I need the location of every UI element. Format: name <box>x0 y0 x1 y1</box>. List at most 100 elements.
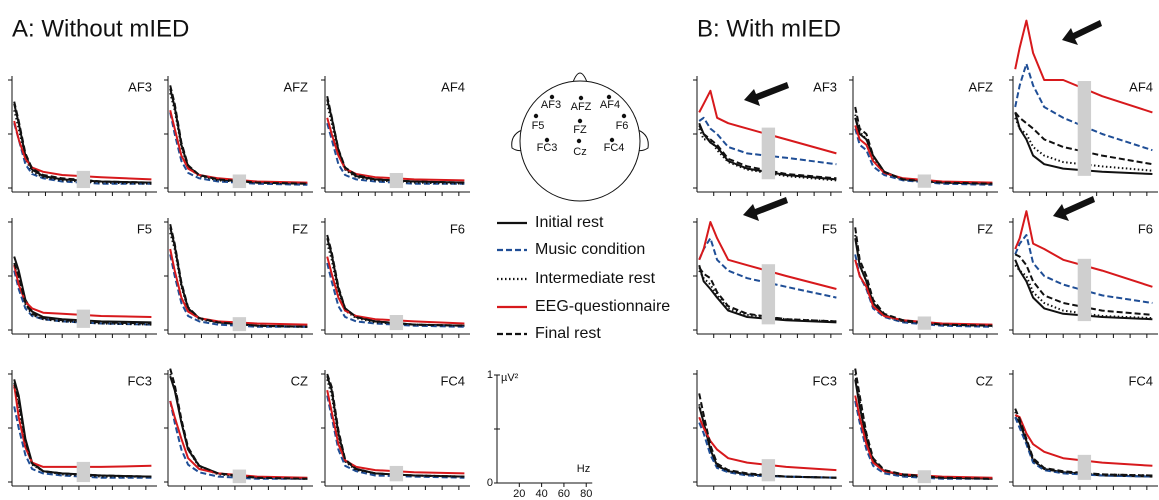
panel-label: AFZ <box>968 79 993 94</box>
electrode <box>578 95 584 101</box>
x-tick-label: 40 <box>535 488 547 500</box>
panel: AFZ <box>164 76 313 196</box>
excluded-band <box>761 264 776 325</box>
electrode-label: AF4 <box>600 99 620 111</box>
spectrum-line <box>169 368 308 480</box>
spectrum-line <box>169 227 308 328</box>
spectrum-line <box>326 117 465 182</box>
spectrum-line <box>169 248 308 326</box>
spectrum-line <box>854 117 993 185</box>
panel-label: F5 <box>137 221 152 236</box>
electrode-label: F6 <box>616 120 629 132</box>
excluded-band <box>917 316 932 330</box>
legend-label: Initial rest <box>535 214 604 231</box>
electrode <box>549 94 555 100</box>
spectrum-line <box>698 221 837 290</box>
panel: FC3 <box>693 370 842 490</box>
electrode-label: Cz <box>573 146 586 158</box>
spectrum-line <box>169 375 308 480</box>
spectrum-line <box>169 109 308 184</box>
y-tick-label: 1 <box>487 369 493 381</box>
spectrum-line <box>854 400 993 480</box>
panel-label: FC4 <box>440 373 465 388</box>
spectrum-line <box>326 373 465 478</box>
panel: CZ <box>849 368 998 490</box>
spectrum-line <box>854 106 993 185</box>
arrow <box>743 197 788 221</box>
electrode-label: AF3 <box>541 99 561 111</box>
spectrum-line <box>698 124 837 180</box>
spectrum-line <box>13 406 152 479</box>
spectrum-line <box>854 125 993 184</box>
spectrum-line <box>326 122 465 185</box>
y-unit: µV² <box>501 372 519 384</box>
legend-label: Music condition <box>535 241 645 258</box>
spectrum-line <box>169 223 308 328</box>
spectrum-line <box>326 395 465 479</box>
spectrum-line <box>854 254 993 328</box>
excluded-band <box>917 174 932 188</box>
spectrum-line <box>13 262 152 325</box>
electrode <box>621 113 627 119</box>
spectrum-line <box>169 232 308 328</box>
spectrum-line <box>854 128 993 186</box>
panel: AF3 <box>8 76 157 196</box>
spectrum-line <box>13 264 152 318</box>
spectrum-line <box>1014 416 1153 478</box>
spectrum-line <box>169 373 308 480</box>
panel-label: FC4 <box>1128 373 1153 388</box>
spectrum-line <box>169 85 308 185</box>
spectrum-line <box>854 238 993 327</box>
spectrum-line <box>1014 234 1153 304</box>
electrode-label: AFZ <box>571 101 592 113</box>
group-title: A: Without mIED <box>12 15 189 42</box>
excluded-band <box>389 465 404 482</box>
panel-label: AF4 <box>441 79 465 94</box>
panel-label: AF3 <box>813 79 837 94</box>
excluded-band <box>761 127 776 180</box>
panel-label: F6 <box>1138 221 1153 236</box>
panel-label: AF4 <box>1129 79 1153 94</box>
spectrum-line <box>169 112 308 186</box>
spectrum-line <box>698 128 837 182</box>
excluded-band <box>389 173 404 189</box>
spectrum-line <box>326 103 465 185</box>
spectrum-line <box>169 400 308 479</box>
group-title: B: With mIED <box>697 15 841 42</box>
panel: F5 <box>693 218 842 338</box>
panel-label: FZ <box>292 221 308 236</box>
head-diagram <box>511 72 649 202</box>
electrode <box>544 137 550 143</box>
x-tick-label: 80 <box>580 488 592 500</box>
spectrum-line <box>1014 112 1153 175</box>
spectrum-line <box>169 254 308 328</box>
electrode-label: FZ <box>573 124 587 136</box>
panel: FC4 <box>1009 370 1158 490</box>
panel-label: FC3 <box>812 373 837 388</box>
spectrum-line <box>1014 253 1153 316</box>
panel: AFZ <box>849 76 998 196</box>
panel: F6 <box>321 218 470 338</box>
spectrum-line <box>854 259 993 326</box>
spectrum-line <box>854 373 993 480</box>
spectrum-line <box>326 262 465 328</box>
spectrum-line <box>13 101 152 184</box>
spectrum-line <box>13 256 152 324</box>
excluded-band <box>1077 454 1092 480</box>
excluded-band <box>1077 258 1092 322</box>
panel: F5 <box>8 218 157 338</box>
spectrum-line <box>854 234 993 327</box>
excluded-band <box>232 174 247 189</box>
spectrum-line <box>13 109 152 185</box>
electrode <box>577 118 583 124</box>
electrode <box>606 94 612 100</box>
excluded-band <box>389 315 404 331</box>
spectrum-line <box>13 382 152 478</box>
electrode-label: F5 <box>532 120 545 132</box>
spectrum-line <box>698 416 837 472</box>
panel-label: AFZ <box>283 79 308 94</box>
arrow <box>744 82 789 106</box>
excluded-band <box>1077 81 1092 176</box>
panel: CZ <box>164 368 313 490</box>
